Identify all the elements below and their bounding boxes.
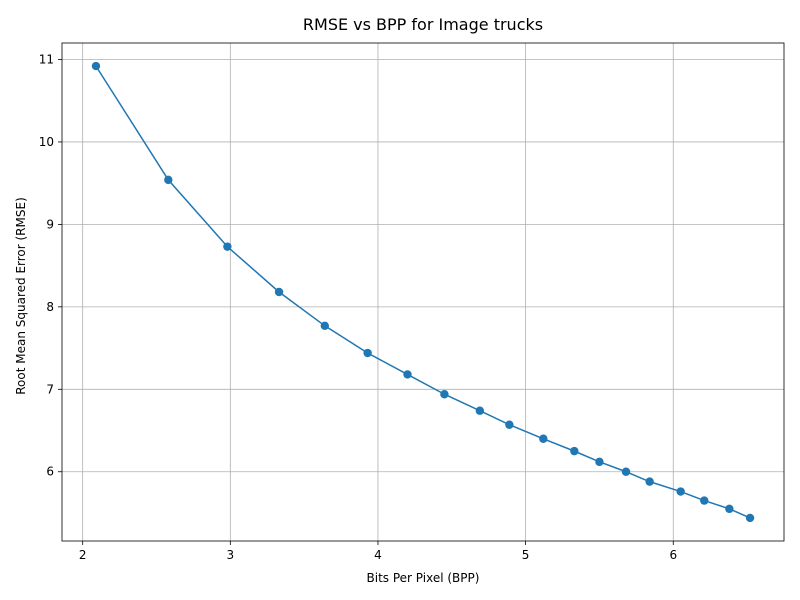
data-point xyxy=(91,61,101,71)
ticks: 2 3 4 5 6 6 7 8 9 10 11 xyxy=(39,52,677,562)
x-tick-label: 6 xyxy=(669,548,677,562)
x-tick-label: 3 xyxy=(226,548,234,562)
data-point xyxy=(595,457,604,467)
grid xyxy=(62,43,784,541)
data-point xyxy=(440,390,449,399)
x-tick-label: 2 xyxy=(79,548,87,562)
x-axis-label: Bits Per Pixel (BPP) xyxy=(367,571,480,585)
data-point xyxy=(164,175,173,185)
plot-border xyxy=(61,42,785,542)
y-tick-label: 7 xyxy=(46,382,54,396)
chart-title: RMSE vs BPP for Image trucks xyxy=(303,15,543,34)
data-point xyxy=(475,406,485,415)
data-point xyxy=(645,477,654,486)
y-axis-label: Root Mean Squared Error (RMSE) xyxy=(14,197,28,395)
x-tick-label: 4 xyxy=(374,548,382,562)
y-tick-label: 6 xyxy=(46,465,54,479)
y-tick-label: 10 xyxy=(39,135,54,149)
data-point xyxy=(621,467,631,476)
data-point xyxy=(363,348,372,358)
data-point xyxy=(725,504,734,514)
data-point xyxy=(745,513,755,523)
data-point xyxy=(570,446,579,456)
data-point xyxy=(223,242,232,251)
data-point xyxy=(274,287,284,297)
data-point xyxy=(676,487,685,496)
series-layer xyxy=(91,61,755,523)
data-point xyxy=(320,321,330,331)
data-point xyxy=(403,370,412,379)
series-line xyxy=(95,65,751,519)
data-point xyxy=(505,420,514,429)
y-tick-label: 8 xyxy=(46,300,54,314)
y-tick-label: 9 xyxy=(46,217,54,231)
x-tick-label: 5 xyxy=(522,548,530,562)
plot-frame xyxy=(61,42,785,542)
y-tick-label: 11 xyxy=(39,52,54,66)
data-point xyxy=(539,434,548,443)
data-point xyxy=(700,496,709,505)
